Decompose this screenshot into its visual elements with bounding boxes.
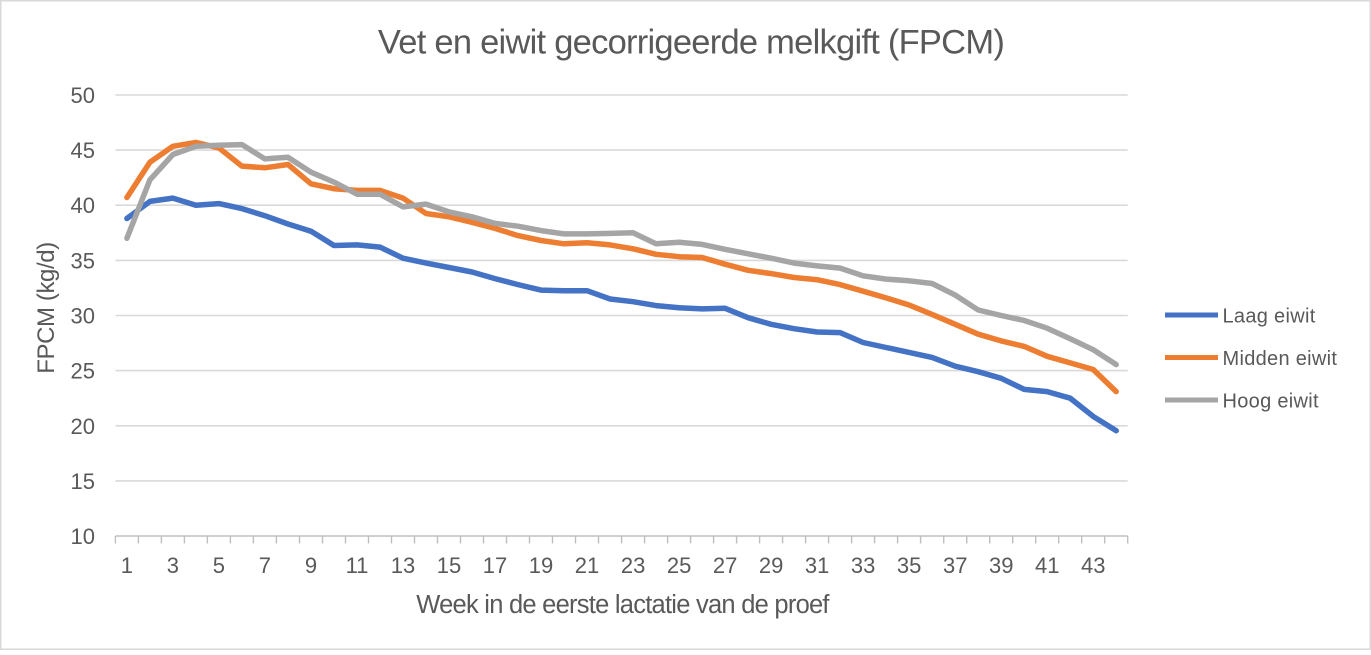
svg-text:Midden eiwit: Midden eiwit bbox=[1223, 348, 1338, 370]
svg-text:50: 50 bbox=[71, 83, 95, 108]
svg-text:11: 11 bbox=[346, 553, 369, 578]
svg-text:FPCM (kg/d): FPCM (kg/d) bbox=[33, 242, 60, 374]
svg-text:27: 27 bbox=[713, 553, 737, 578]
svg-text:1: 1 bbox=[121, 553, 133, 578]
svg-text:13: 13 bbox=[391, 553, 415, 578]
svg-text:35: 35 bbox=[897, 553, 921, 578]
svg-text:Laag eiwit: Laag eiwit bbox=[1223, 305, 1316, 327]
svg-text:43: 43 bbox=[1081, 553, 1105, 578]
svg-text:33: 33 bbox=[851, 553, 875, 578]
svg-text:17: 17 bbox=[483, 553, 507, 578]
svg-text:10: 10 bbox=[71, 524, 95, 549]
svg-text:3: 3 bbox=[167, 553, 179, 578]
svg-text:5: 5 bbox=[213, 553, 225, 578]
svg-text:30: 30 bbox=[71, 304, 95, 329]
svg-text:39: 39 bbox=[989, 553, 1013, 578]
svg-text:23: 23 bbox=[621, 553, 645, 578]
svg-text:37: 37 bbox=[943, 553, 967, 578]
svg-text:21: 21 bbox=[575, 553, 599, 578]
svg-text:25: 25 bbox=[71, 359, 95, 384]
svg-text:41: 41 bbox=[1035, 553, 1059, 578]
svg-text:31: 31 bbox=[805, 553, 829, 578]
svg-text:9: 9 bbox=[305, 553, 317, 578]
svg-text:Week in de eerste lactatie van: Week in de eerste lactatie van de proef bbox=[416, 591, 830, 619]
svg-text:19: 19 bbox=[529, 553, 553, 578]
svg-text:Vet en eiwit gecorrigeerde mel: Vet en eiwit gecorrigeerde melkgift (FPC… bbox=[378, 24, 1004, 62]
svg-text:15: 15 bbox=[71, 469, 95, 494]
svg-text:Hoog eiwit: Hoog eiwit bbox=[1223, 390, 1320, 412]
svg-text:25: 25 bbox=[667, 553, 691, 578]
svg-text:29: 29 bbox=[759, 553, 783, 578]
svg-text:35: 35 bbox=[71, 248, 95, 273]
svg-text:45: 45 bbox=[71, 138, 95, 163]
svg-text:20: 20 bbox=[71, 414, 95, 439]
svg-text:7: 7 bbox=[259, 553, 271, 578]
svg-text:15: 15 bbox=[437, 553, 461, 578]
svg-text:40: 40 bbox=[71, 193, 95, 218]
